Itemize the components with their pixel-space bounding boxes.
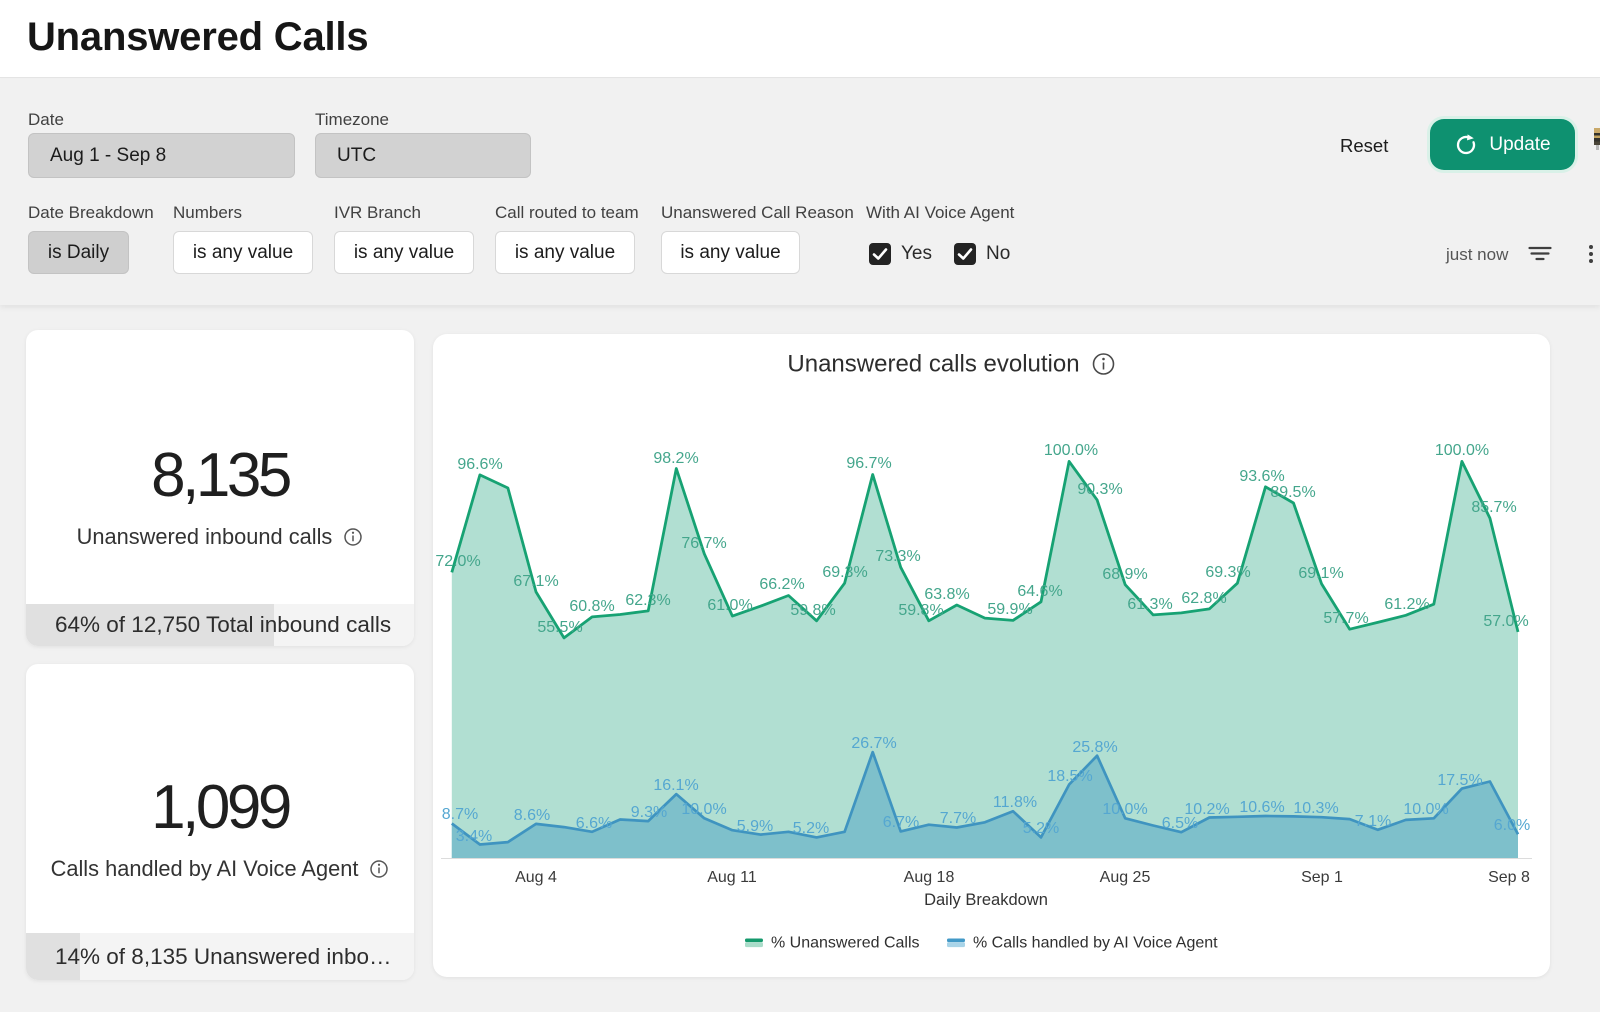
svg-text:57.0%: 57.0% (1483, 613, 1528, 630)
svg-text:73.3%: 73.3% (875, 548, 920, 565)
svg-text:61.3%: 61.3% (1127, 596, 1172, 613)
svg-text:7.1%: 7.1% (1355, 813, 1391, 830)
svg-text:62.3%: 62.3% (625, 592, 670, 609)
svg-text:98.2%: 98.2% (653, 450, 698, 467)
svg-text:64.6%: 64.6% (1017, 583, 1062, 600)
svg-text:8.6%: 8.6% (514, 807, 550, 824)
svg-text:Daily Breakdown: Daily Breakdown (924, 891, 1048, 909)
svg-text:69.1%: 69.1% (1298, 565, 1343, 582)
svg-text:61.2%: 61.2% (1384, 596, 1429, 613)
svg-text:Aug 18: Aug 18 (904, 869, 955, 886)
svg-text:60.8%: 60.8% (569, 598, 614, 615)
svg-text:10.2%: 10.2% (1184, 801, 1229, 818)
svg-text:59.9%: 59.9% (987, 601, 1032, 618)
svg-text:Unanswered calls evolution: Unanswered calls evolution (787, 351, 1079, 378)
svg-text:6.0%: 6.0% (1494, 817, 1530, 834)
svg-text:6.5%: 6.5% (1162, 815, 1198, 832)
svg-text:8.7%: 8.7% (442, 806, 478, 823)
svg-text:89.5%: 89.5% (1270, 484, 1315, 501)
svg-text:6.7%: 6.7% (883, 814, 919, 831)
svg-text:59.8%: 59.8% (790, 602, 835, 619)
svg-text:85.7%: 85.7% (1471, 499, 1516, 516)
svg-text:61.0%: 61.0% (707, 597, 752, 614)
svg-text:76.7%: 76.7% (681, 535, 726, 552)
svg-text:5.9%: 5.9% (737, 818, 773, 835)
svg-text:66.2%: 66.2% (759, 576, 804, 593)
svg-text:57.7%: 57.7% (1323, 610, 1368, 627)
svg-text:59.8%: 59.8% (898, 602, 943, 619)
svg-text:10.3%: 10.3% (1293, 800, 1338, 817)
svg-text:16.1%: 16.1% (653, 777, 698, 794)
svg-text:63.8%: 63.8% (924, 586, 969, 603)
svg-text:18.5%: 18.5% (1047, 768, 1092, 785)
svg-text:9.3%: 9.3% (631, 804, 667, 821)
svg-text:Aug 25: Aug 25 (1100, 869, 1151, 886)
svg-text:Sep 8: Sep 8 (1488, 869, 1530, 886)
svg-text:68.9%: 68.9% (1102, 566, 1147, 583)
svg-text:7.7%: 7.7% (940, 810, 976, 827)
svg-text:Sep 1: Sep 1 (1301, 869, 1343, 886)
svg-text:90.3%: 90.3% (1077, 481, 1122, 498)
svg-text:72.0%: 72.0% (435, 553, 480, 570)
svg-text:5.2%: 5.2% (793, 820, 829, 837)
svg-text:11.8%: 11.8% (993, 794, 1037, 811)
svg-text:67.1%: 67.1% (513, 573, 558, 590)
svg-text:6.6%: 6.6% (576, 815, 612, 832)
svg-text:100.0%: 100.0% (1435, 442, 1489, 459)
svg-text:96.7%: 96.7% (846, 455, 891, 472)
svg-text:Aug 11: Aug 11 (707, 869, 757, 886)
svg-text:96.6%: 96.6% (457, 456, 502, 473)
svg-text:10.0%: 10.0% (1403, 801, 1448, 818)
svg-text:10.6%: 10.6% (1239, 799, 1284, 816)
svg-text:17.5%: 17.5% (1437, 772, 1482, 789)
svg-text:5.2%: 5.2% (1023, 820, 1059, 837)
svg-text:25.8%: 25.8% (1072, 739, 1117, 756)
svg-text:93.6%: 93.6% (1239, 468, 1284, 485)
svg-text:69.3%: 69.3% (822, 564, 867, 581)
svg-text:10.0%: 10.0% (681, 801, 726, 818)
svg-text:% Unanswered Calls: % Unanswered Calls (771, 935, 920, 952)
svg-text:3.4%: 3.4% (456, 828, 492, 845)
svg-text:Aug 4: Aug 4 (515, 869, 557, 886)
svg-text:10.0%: 10.0% (1102, 801, 1147, 818)
svg-text:55.5%: 55.5% (537, 619, 582, 636)
svg-text:26.7%: 26.7% (851, 735, 896, 752)
svg-text:100.0%: 100.0% (1044, 442, 1098, 459)
svg-text:69.3%: 69.3% (1205, 564, 1250, 581)
svg-text:62.8%: 62.8% (1181, 590, 1226, 607)
svg-text:% Calls handled by AI Voice Ag: % Calls handled by AI Voice Agent (973, 935, 1218, 952)
